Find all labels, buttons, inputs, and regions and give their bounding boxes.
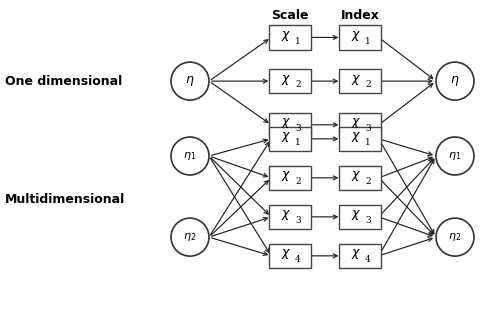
FancyBboxPatch shape — [339, 25, 381, 50]
Text: 1: 1 — [295, 37, 301, 46]
FancyBboxPatch shape — [269, 25, 310, 50]
Text: $\chi$: $\chi$ — [351, 73, 361, 86]
FancyBboxPatch shape — [269, 205, 310, 229]
Text: $\chi$: $\chi$ — [281, 130, 291, 144]
Text: $\chi$: $\chi$ — [351, 208, 361, 222]
Text: Index: Index — [340, 9, 380, 22]
Text: 1: 1 — [295, 138, 301, 147]
Ellipse shape — [171, 62, 209, 100]
Text: 1: 1 — [365, 37, 371, 46]
Text: 1: 1 — [365, 138, 371, 147]
Text: $\eta_2$: $\eta_2$ — [448, 231, 462, 243]
Text: $\chi$: $\chi$ — [351, 247, 361, 261]
FancyBboxPatch shape — [269, 244, 310, 268]
Text: Scale: Scale — [271, 9, 309, 22]
Ellipse shape — [436, 62, 474, 100]
Text: $\chi$: $\chi$ — [281, 208, 291, 222]
FancyBboxPatch shape — [339, 205, 381, 229]
Text: $\eta_1$: $\eta_1$ — [448, 150, 462, 162]
Text: 4: 4 — [365, 255, 371, 264]
Text: 3: 3 — [365, 124, 371, 133]
FancyBboxPatch shape — [339, 244, 381, 268]
Text: 2: 2 — [295, 80, 301, 89]
Ellipse shape — [436, 137, 474, 175]
FancyBboxPatch shape — [339, 113, 381, 137]
Text: 2: 2 — [365, 177, 371, 186]
Text: $\eta_2$: $\eta_2$ — [184, 231, 196, 243]
FancyBboxPatch shape — [269, 113, 310, 137]
Text: 4: 4 — [295, 255, 301, 264]
Text: One dimensional: One dimensional — [5, 75, 122, 88]
Text: $\chi$: $\chi$ — [281, 73, 291, 86]
FancyBboxPatch shape — [269, 127, 310, 151]
FancyBboxPatch shape — [339, 127, 381, 151]
Text: 3: 3 — [295, 124, 301, 133]
Text: $\chi$: $\chi$ — [351, 130, 361, 144]
FancyBboxPatch shape — [269, 166, 310, 190]
Text: Multidimensional: Multidimensional — [5, 193, 125, 206]
Text: 3: 3 — [295, 216, 301, 225]
Text: $\chi$: $\chi$ — [351, 29, 361, 43]
Ellipse shape — [436, 218, 474, 256]
Text: $\chi$: $\chi$ — [281, 29, 291, 43]
Text: $\chi$: $\chi$ — [281, 169, 291, 183]
Ellipse shape — [171, 218, 209, 256]
Text: $\eta$: $\eta$ — [185, 74, 195, 88]
FancyBboxPatch shape — [339, 166, 381, 190]
Text: 2: 2 — [295, 177, 301, 186]
Text: 3: 3 — [365, 216, 371, 225]
Text: $\chi$: $\chi$ — [351, 169, 361, 183]
Ellipse shape — [171, 137, 209, 175]
Text: 2: 2 — [365, 80, 371, 89]
Text: $\chi$: $\chi$ — [281, 247, 291, 261]
FancyBboxPatch shape — [339, 69, 381, 93]
Text: $\chi$: $\chi$ — [281, 116, 291, 130]
Text: $\chi$: $\chi$ — [351, 116, 361, 130]
Text: $\eta$: $\eta$ — [450, 74, 460, 88]
FancyBboxPatch shape — [269, 69, 310, 93]
Text: $\eta_1$: $\eta_1$ — [184, 150, 196, 162]
